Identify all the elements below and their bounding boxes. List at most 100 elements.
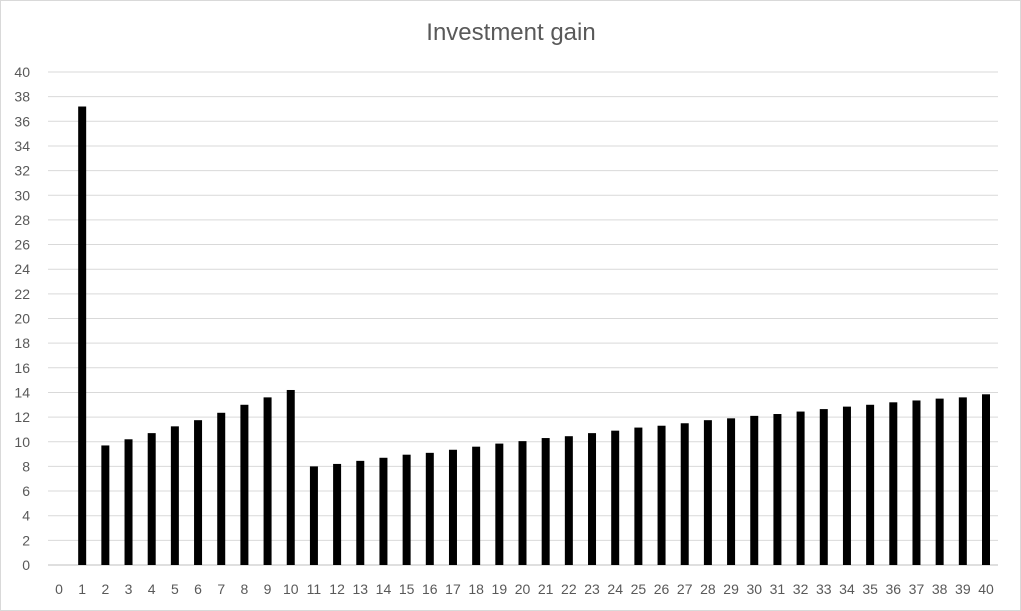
bar — [124, 439, 133, 565]
bar — [958, 397, 967, 565]
x-tick-label: 5 — [171, 581, 179, 597]
x-tick-label: 30 — [746, 581, 762, 597]
bar — [101, 445, 110, 565]
x-tick-label: 22 — [561, 581, 577, 597]
bar — [425, 452, 434, 565]
bar — [866, 404, 875, 565]
x-tick-label: 2 — [101, 581, 109, 597]
x-tick-label: 36 — [886, 581, 902, 597]
bar — [588, 433, 597, 565]
y-tick-label: 18 — [14, 335, 30, 351]
x-tick-label: 33 — [816, 581, 832, 597]
y-tick-label: 8 — [22, 458, 30, 474]
bar — [448, 449, 457, 565]
x-tick-label: 8 — [241, 581, 249, 597]
bar — [333, 463, 342, 565]
x-tick-label: 23 — [584, 581, 600, 597]
y-tick-label: 28 — [14, 212, 30, 228]
x-tick-label: 6 — [194, 581, 202, 597]
bar — [982, 394, 990, 565]
x-tick-label: 9 — [264, 581, 272, 597]
bar — [912, 400, 921, 565]
y-tick-label: 32 — [14, 163, 30, 179]
bar — [611, 430, 620, 565]
x-tick-label: 40 — [978, 581, 994, 597]
bar — [402, 454, 411, 565]
bar — [657, 425, 666, 565]
x-tick-label: 31 — [770, 581, 786, 597]
bar — [541, 438, 550, 565]
bar — [935, 398, 944, 565]
bar — [796, 411, 805, 565]
y-tick-label: 26 — [14, 237, 30, 253]
x-tick-label: 15 — [399, 581, 415, 597]
bar — [773, 414, 782, 565]
x-tick-label: 12 — [329, 581, 345, 597]
x-tick-label: 17 — [445, 581, 461, 597]
bar — [240, 404, 249, 565]
bar — [703, 420, 712, 565]
bar — [634, 427, 643, 565]
x-tick-label: 39 — [955, 581, 971, 597]
x-tick-label: 7 — [217, 581, 225, 597]
y-tick-label: 4 — [22, 508, 30, 524]
y-tick-label: 2 — [22, 532, 30, 548]
y-tick-label: 34 — [14, 138, 30, 154]
bars — [78, 106, 990, 565]
bar — [170, 426, 179, 565]
bar — [819, 409, 828, 565]
bar — [194, 420, 203, 565]
y-tick-label: 36 — [14, 113, 30, 129]
x-tick-label: 13 — [352, 581, 368, 597]
x-tick-label: 34 — [839, 581, 855, 597]
x-tick-label: 16 — [422, 581, 438, 597]
bar — [78, 106, 87, 565]
gridlines — [48, 71, 998, 566]
chart-title: Investment gain — [426, 19, 595, 46]
x-tick-label: 32 — [793, 581, 809, 597]
x-tick-label: 26 — [654, 581, 670, 597]
x-tick-label: 11 — [307, 581, 322, 597]
x-tick-label: 21 — [538, 581, 554, 597]
x-tick-label: 10 — [283, 581, 299, 597]
y-tick-label: 0 — [22, 557, 30, 573]
y-tick-label: 30 — [14, 187, 30, 203]
bar — [889, 402, 898, 565]
x-tick-label: 37 — [909, 581, 925, 597]
x-tick-label: 28 — [700, 581, 716, 597]
x-tick-label: 0 — [55, 581, 63, 597]
x-tick-label: 14 — [376, 581, 392, 597]
bar — [495, 443, 504, 565]
y-tick-label: 12 — [14, 409, 30, 425]
x-tick-label: 18 — [468, 581, 484, 597]
x-axis-ticks: 0 1 2 3 4 5 6 7 8 9 10 11 12 13 14 15 16 17 18 19 20 21 22 23 24… — [55, 581, 994, 597]
x-tick-label: 3 — [125, 581, 133, 597]
y-tick-label: 24 — [14, 261, 30, 277]
x-tick-label: 4 — [148, 581, 156, 597]
y-tick-label: 40 — [14, 64, 30, 80]
bar — [842, 406, 851, 565]
bar — [147, 433, 156, 565]
y-tick-label: 22 — [14, 286, 30, 302]
x-tick-label: 24 — [607, 581, 623, 597]
bar — [217, 412, 226, 565]
bar — [356, 460, 365, 565]
bar — [263, 397, 272, 565]
y-tick-label: 6 — [22, 483, 30, 499]
bar — [727, 418, 736, 565]
y-tick-label: 10 — [14, 434, 30, 450]
x-tick-label: 38 — [932, 581, 948, 597]
bar — [750, 415, 759, 565]
bar — [379, 457, 388, 565]
y-tick-label: 20 — [14, 311, 30, 327]
x-tick-label: 19 — [492, 581, 508, 597]
x-tick-label: 25 — [631, 581, 647, 597]
bar — [680, 423, 689, 565]
bar — [472, 446, 481, 565]
bar — [309, 466, 318, 565]
bar — [564, 436, 573, 565]
y-tick-label: 38 — [14, 89, 30, 105]
bar — [286, 389, 295, 565]
